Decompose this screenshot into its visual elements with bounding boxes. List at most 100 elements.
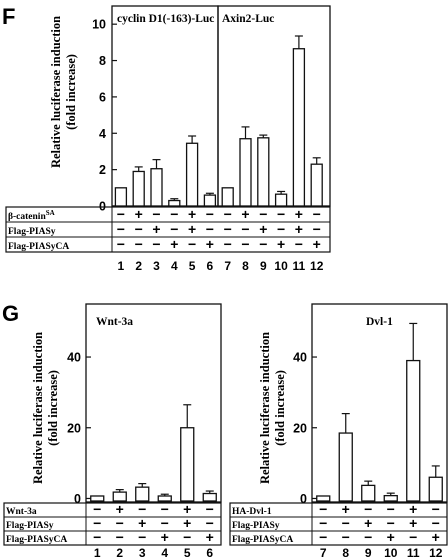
- panel-f-right-title: Axin2-Luc: [222, 13, 274, 25]
- treatment-sign: −: [152, 236, 160, 252]
- treatment-sign: −: [295, 236, 303, 252]
- treatment-sign: −: [117, 206, 125, 222]
- treatment-sign: +: [161, 529, 169, 545]
- lane-number: 4: [161, 546, 168, 559]
- bar: [406, 359, 421, 502]
- row-label-beta-catenin: β-cateninSA: [8, 209, 55, 222]
- lane-number: 9: [365, 546, 372, 559]
- treatment-sign: −: [206, 206, 214, 222]
- bar: [239, 138, 252, 207]
- y-tick-label: 8: [99, 54, 106, 68]
- panel-g-right-y-axis: 0 20 40: [293, 351, 317, 506]
- treatment-sign: −: [259, 206, 267, 222]
- treatment-sign: −: [387, 515, 395, 531]
- bar: [114, 187, 128, 207]
- treatment-sign: −: [117, 221, 125, 237]
- panel-f-left-title: cyclin D1(-163)-Luc: [117, 13, 214, 25]
- panel-letter-g: G: [2, 301, 19, 326]
- treatment-sign: −: [432, 515, 440, 531]
- lane-number: 1: [94, 546, 101, 559]
- bar: [185, 142, 199, 207]
- treatment-sign: +: [259, 221, 267, 237]
- row-label-flag-piasyca-right: Flag-PIASyCA: [232, 535, 293, 545]
- y-tick-label: 10: [92, 18, 106, 32]
- treatment-sign: +: [170, 236, 178, 252]
- panel-f-right-frame: [217, 5, 331, 207]
- lane-number: 5: [184, 546, 191, 559]
- bar: [180, 427, 195, 502]
- panel-g-left-title: Wnt-3a: [96, 316, 133, 328]
- treatment-sign: −: [188, 236, 196, 252]
- panel-f-lane-numbers: 1 2 3 4 5 6 7 8 9 10 11 12: [118, 259, 324, 273]
- treatment-sign: +: [409, 515, 417, 531]
- treatment-sign: +: [135, 206, 143, 222]
- treatment-sign: −: [241, 236, 249, 252]
- row-label-flag-piasyca: Flag-PIASyCA: [8, 242, 69, 252]
- treatment-sign: +: [152, 221, 160, 237]
- treatment-sign: −: [135, 236, 143, 252]
- panel-g-right-bars: [316, 322, 443, 502]
- row-label-flag-piasy-left: Flag-PIASy: [6, 521, 54, 531]
- treatment-sign: −: [224, 236, 232, 252]
- lane-number: 7: [320, 546, 327, 559]
- panel-f-treatment-table: β-cateninSA Flag-PIASy Flag-PIASyCA − + − −…: [5, 206, 331, 253]
- treatment-sign: −: [135, 221, 143, 237]
- bar: [316, 495, 331, 502]
- panel-g-right-ylabel-line2: (fold increase): [273, 370, 287, 446]
- lane-number: 8: [242, 259, 249, 273]
- treatment-sign: +: [295, 206, 303, 222]
- treatment-sign: −: [116, 515, 124, 531]
- bar: [203, 194, 217, 207]
- treatment-sign: −: [170, 206, 178, 222]
- treatment-sign: −: [161, 515, 169, 531]
- treatment-sign: −: [241, 221, 249, 237]
- lane-number: 4: [171, 259, 178, 273]
- panel-g-left-ylabel-line2: (fold increase): [46, 370, 60, 446]
- y-tick-label: 20: [293, 421, 307, 435]
- panel-g-left-frame: [85, 303, 222, 503]
- bar: [274, 193, 288, 207]
- lane-number: 10: [384, 546, 398, 559]
- treatment-sign: −: [277, 221, 285, 237]
- lane-number: 1: [118, 259, 125, 273]
- y-tick-label: 0: [74, 492, 81, 506]
- lane-number: 2: [116, 546, 123, 559]
- bar: [338, 432, 353, 502]
- treatment-sign: −: [224, 206, 232, 222]
- treatment-sign: −: [206, 501, 214, 517]
- bar: [202, 492, 217, 502]
- lane-number: 11: [293, 259, 306, 273]
- y-tick-label: 4: [99, 127, 106, 141]
- treatment-sign: −: [342, 529, 350, 545]
- treatment-sign: +: [387, 529, 395, 545]
- treatment-sign: +: [206, 236, 214, 252]
- treatment-sign: +: [409, 501, 417, 517]
- panel-f-right-bars: [221, 35, 323, 207]
- bar: [310, 163, 323, 207]
- y-tick-label: 0: [300, 492, 307, 506]
- treatment-sign: +: [183, 501, 191, 517]
- bar: [112, 491, 127, 502]
- row-label-wnt-3a: Wnt-3a: [6, 507, 37, 517]
- y-tick-label: 2: [99, 163, 106, 177]
- treatment-sign: +: [364, 515, 372, 531]
- panel-f-left-bars: [114, 135, 217, 207]
- bar: [132, 170, 145, 207]
- lane-number: 6: [206, 546, 213, 559]
- y-tick-label: 40: [67, 351, 81, 365]
- treatment-sign: −: [387, 501, 395, 517]
- bar: [135, 486, 150, 502]
- bar: [428, 476, 443, 502]
- treatment-sign: −: [313, 206, 321, 222]
- panel-g-left-ylabel-line1: Relative luciferase induction: [31, 332, 45, 484]
- treatment-sign: −: [183, 529, 191, 545]
- y-tick-label: 6: [99, 90, 106, 104]
- bar: [150, 168, 163, 207]
- treatment-sign: −: [138, 529, 146, 545]
- treatment-sign: −: [432, 501, 440, 517]
- row-label-ha-dvl-1: HA-Dvl-1: [232, 507, 272, 517]
- lane-number: 6: [207, 259, 214, 273]
- treatment-sign: −: [409, 529, 417, 545]
- treatment-sign: −: [93, 515, 101, 531]
